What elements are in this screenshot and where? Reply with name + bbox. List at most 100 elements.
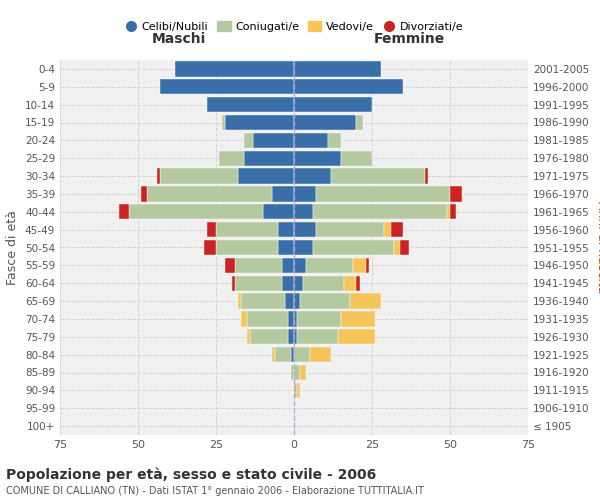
Text: Popolazione per età, sesso e stato civile - 2006: Popolazione per età, sesso e stato civil… xyxy=(6,468,376,482)
Bar xyxy=(278,240,294,255)
Bar xyxy=(244,150,294,166)
Bar xyxy=(394,240,400,255)
Bar xyxy=(300,365,307,380)
Bar xyxy=(356,276,359,291)
Bar xyxy=(328,133,341,148)
Bar xyxy=(206,222,216,237)
Bar xyxy=(272,186,294,202)
Bar xyxy=(222,115,226,130)
Bar xyxy=(160,79,294,94)
Bar xyxy=(294,222,316,237)
Bar xyxy=(294,115,356,130)
Bar xyxy=(300,294,350,308)
Bar xyxy=(331,168,425,184)
Bar xyxy=(338,329,375,344)
Bar xyxy=(294,79,403,94)
Bar xyxy=(341,312,375,326)
Bar xyxy=(294,150,341,166)
Y-axis label: Fasce di età: Fasce di età xyxy=(7,210,19,285)
Bar xyxy=(353,258,366,273)
Bar xyxy=(250,329,288,344)
Bar xyxy=(316,222,385,237)
Bar xyxy=(226,115,294,130)
Text: COMUNE DI CALLIANO (TN) - Dati ISTAT 1° gennaio 2006 - Elaborazione TUTTITALIA.I: COMUNE DI CALLIANO (TN) - Dati ISTAT 1° … xyxy=(6,486,424,496)
Bar xyxy=(284,294,294,308)
Bar xyxy=(288,312,294,326)
Bar xyxy=(294,276,304,291)
Bar xyxy=(450,204,456,220)
Bar xyxy=(206,97,294,112)
Bar xyxy=(226,258,235,273)
Bar xyxy=(450,186,463,202)
Bar xyxy=(160,168,238,184)
Bar xyxy=(281,276,294,291)
Bar xyxy=(291,347,294,362)
Bar xyxy=(216,240,278,255)
Bar xyxy=(447,204,450,220)
Bar xyxy=(128,204,263,220)
Bar xyxy=(232,276,235,291)
Bar xyxy=(294,329,297,344)
Bar xyxy=(241,312,247,326)
Bar xyxy=(294,258,307,273)
Bar xyxy=(341,150,372,166)
Bar xyxy=(141,186,148,202)
Bar xyxy=(294,294,300,308)
Bar xyxy=(247,329,250,344)
Bar xyxy=(400,240,409,255)
Bar xyxy=(294,186,316,202)
Y-axis label: Anni di nascita: Anni di nascita xyxy=(595,201,600,294)
Bar xyxy=(294,383,297,398)
Bar xyxy=(157,168,160,184)
Bar xyxy=(294,312,297,326)
Bar xyxy=(294,97,372,112)
Bar xyxy=(263,204,294,220)
Bar xyxy=(344,276,356,291)
Bar xyxy=(385,222,391,237)
Bar xyxy=(294,365,300,380)
Legend: Celibi/Nubili, Coniugati/e, Vedovi/e, Divorziati/e: Celibi/Nubili, Coniugati/e, Vedovi/e, Di… xyxy=(119,17,469,36)
Bar xyxy=(356,115,362,130)
Bar xyxy=(307,258,353,273)
Bar xyxy=(244,133,253,148)
Bar xyxy=(294,347,310,362)
Bar xyxy=(219,150,244,166)
Bar xyxy=(391,222,403,237)
Bar xyxy=(235,276,281,291)
Bar xyxy=(366,258,369,273)
Bar xyxy=(253,133,294,148)
Bar xyxy=(294,168,331,184)
Text: Maschi: Maschi xyxy=(151,32,206,46)
Bar xyxy=(294,240,313,255)
Bar xyxy=(297,329,338,344)
Bar xyxy=(119,204,128,220)
Bar xyxy=(294,62,382,76)
Bar xyxy=(203,240,216,255)
Bar xyxy=(175,62,294,76)
Bar xyxy=(291,365,294,380)
Bar xyxy=(238,294,241,308)
Bar xyxy=(235,258,281,273)
Bar xyxy=(297,312,341,326)
Bar xyxy=(313,240,394,255)
Bar xyxy=(238,168,294,184)
Bar xyxy=(281,258,294,273)
Bar xyxy=(275,347,291,362)
Bar xyxy=(425,168,428,184)
Bar xyxy=(316,186,450,202)
Bar xyxy=(313,204,447,220)
Text: Femmine: Femmine xyxy=(374,32,445,46)
Bar xyxy=(241,294,284,308)
Bar xyxy=(304,276,344,291)
Bar xyxy=(216,222,278,237)
Bar xyxy=(310,347,331,362)
Bar xyxy=(294,133,328,148)
Bar xyxy=(278,222,294,237)
Bar xyxy=(272,347,275,362)
Bar xyxy=(148,186,272,202)
Bar xyxy=(247,312,288,326)
Bar xyxy=(294,204,313,220)
Bar xyxy=(288,329,294,344)
Bar xyxy=(350,294,382,308)
Bar xyxy=(297,383,300,398)
